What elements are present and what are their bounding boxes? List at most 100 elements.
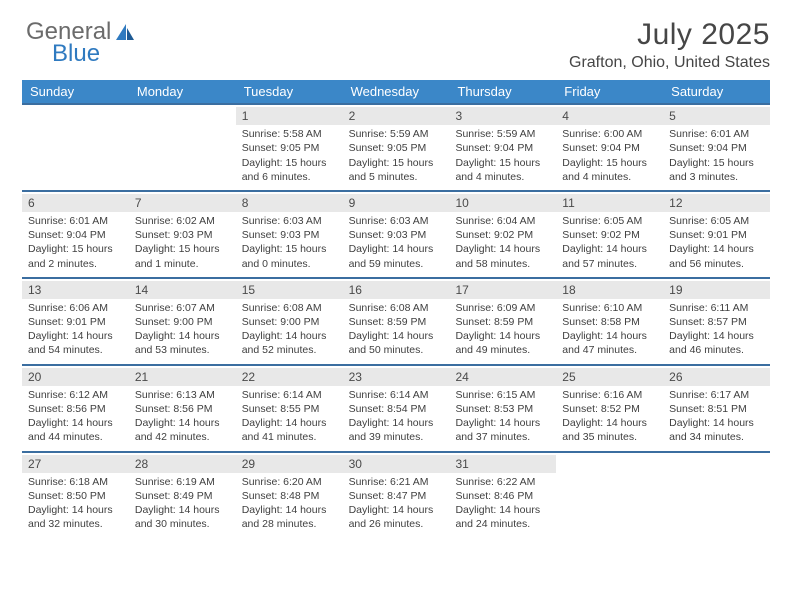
day-number: 28 <box>129 455 236 473</box>
daylight-text: Daylight: 14 hours and 26 minutes. <box>349 503 444 531</box>
sunrise-text: Sunrise: 6:10 AM <box>562 301 657 315</box>
sunset-text: Sunset: 9:03 PM <box>242 228 337 242</box>
sunrise-text: Sunrise: 6:11 AM <box>669 301 764 315</box>
day-number <box>129 107 236 125</box>
day-number: 22 <box>236 368 343 386</box>
day-cell: 20Sunrise: 6:12 AMSunset: 8:56 PMDayligh… <box>22 366 129 451</box>
daylight-text: Daylight: 14 hours and 47 minutes. <box>562 329 657 357</box>
sunset-text: Sunset: 9:05 PM <box>242 141 337 155</box>
day-header: Friday <box>556 80 663 103</box>
sunset-text: Sunset: 9:01 PM <box>669 228 764 242</box>
day-header: Thursday <box>449 80 556 103</box>
sunset-text: Sunset: 8:53 PM <box>455 402 550 416</box>
sunrise-text: Sunrise: 6:07 AM <box>135 301 230 315</box>
daylight-text: Daylight: 15 hours and 2 minutes. <box>28 242 123 270</box>
daylight-text: Daylight: 14 hours and 53 minutes. <box>135 329 230 357</box>
day-number: 31 <box>449 455 556 473</box>
daylight-text: Daylight: 15 hours and 0 minutes. <box>242 242 337 270</box>
day-header: Wednesday <box>343 80 450 103</box>
sunrise-text: Sunrise: 6:21 AM <box>349 475 444 489</box>
day-cell: 24Sunrise: 6:15 AMSunset: 8:53 PMDayligh… <box>449 366 556 451</box>
sunrise-text: Sunrise: 6:13 AM <box>135 388 230 402</box>
daylight-text: Daylight: 15 hours and 4 minutes. <box>562 156 657 184</box>
day-number: 20 <box>22 368 129 386</box>
day-number: 14 <box>129 281 236 299</box>
sunset-text: Sunset: 8:54 PM <box>349 402 444 416</box>
day-number: 10 <box>449 194 556 212</box>
sunrise-text: Sunrise: 6:03 AM <box>349 214 444 228</box>
day-number: 26 <box>663 368 770 386</box>
sunrise-text: Sunrise: 6:20 AM <box>242 475 337 489</box>
sunset-text: Sunset: 8:48 PM <box>242 489 337 503</box>
sunrise-text: Sunrise: 6:06 AM <box>28 301 123 315</box>
day-cell: 29Sunrise: 6:20 AMSunset: 8:48 PMDayligh… <box>236 453 343 538</box>
day-number: 24 <box>449 368 556 386</box>
day-number: 8 <box>236 194 343 212</box>
day-number: 11 <box>556 194 663 212</box>
sunset-text: Sunset: 8:59 PM <box>349 315 444 329</box>
day-cell: 13Sunrise: 6:06 AMSunset: 9:01 PMDayligh… <box>22 279 129 364</box>
day-cell: 7Sunrise: 6:02 AMSunset: 9:03 PMDaylight… <box>129 192 236 277</box>
day-cell: 30Sunrise: 6:21 AMSunset: 8:47 PMDayligh… <box>343 453 450 538</box>
daylight-text: Daylight: 15 hours and 6 minutes. <box>242 156 337 184</box>
sunset-text: Sunset: 8:49 PM <box>135 489 230 503</box>
daylight-text: Daylight: 14 hours and 56 minutes. <box>669 242 764 270</box>
day-number: 15 <box>236 281 343 299</box>
daylight-text: Daylight: 14 hours and 24 minutes. <box>455 503 550 531</box>
day-number <box>556 455 663 473</box>
day-number: 5 <box>663 107 770 125</box>
week-row: 13 Sunrise: 6:06 AMSunset: 9:01 PM Dayligh… <box>22 277 770 364</box>
sunrise-text: Sunrise: 6:08 AM <box>349 301 444 315</box>
sunset-text: Sunset: 9:01 PM <box>28 315 123 329</box>
daylight-text: Daylight: 14 hours and 46 minutes. <box>669 329 764 357</box>
day-number <box>663 455 770 473</box>
daylight-text: Daylight: 15 hours and 3 minutes. <box>669 156 764 184</box>
sunrise-text: Sunrise: 6:22 AM <box>455 475 550 489</box>
sunrise-text: Sunrise: 6:00 AM <box>562 127 657 141</box>
day-header: Monday <box>129 80 236 103</box>
sunset-text: Sunset: 9:03 PM <box>135 228 230 242</box>
sunrise-text: Sunrise: 6:02 AM <box>135 214 230 228</box>
day-cell <box>663 453 770 538</box>
day-number: 2 <box>343 107 450 125</box>
day-cell: 8Sunrise: 6:03 AMSunset: 9:03 PMDaylight… <box>236 192 343 277</box>
sunrise-text: Sunrise: 6:01 AM <box>669 127 764 141</box>
daylight-text: Daylight: 14 hours and 49 minutes. <box>455 329 550 357</box>
day-cell: 2Sunrise: 5:59 AMSunset: 9:05 PMDaylight… <box>343 105 450 190</box>
day-number: 23 <box>343 368 450 386</box>
day-cell: 16Sunrise: 6:08 AMSunset: 8:59 PMDayligh… <box>343 279 450 364</box>
sunset-text: Sunset: 8:57 PM <box>669 315 764 329</box>
daylight-text: Daylight: 14 hours and 59 minutes. <box>349 242 444 270</box>
day-cell: 10Sunrise: 6:04 AMSunset: 9:02 PMDayligh… <box>449 192 556 277</box>
day-cell: 22Sunrise: 6:14 AMSunset: 8:55 PMDayligh… <box>236 366 343 451</box>
day-cell: 26Sunrise: 6:17 AMSunset: 8:51 PMDayligh… <box>663 366 770 451</box>
day-number: 13 <box>22 281 129 299</box>
daylight-text: Daylight: 14 hours and 42 minutes. <box>135 416 230 444</box>
day-number: 9 <box>343 194 450 212</box>
daylight-text: Daylight: 14 hours and 41 minutes. <box>242 416 337 444</box>
brand-part2: Blue <box>52 40 100 68</box>
sunrise-text: Sunrise: 5:59 AM <box>349 127 444 141</box>
day-cell: 14Sunrise: 6:07 AMSunset: 9:00 PMDayligh… <box>129 279 236 364</box>
location-text: Grafton, Ohio, United States <box>22 54 770 72</box>
day-cell: 28Sunrise: 6:19 AMSunset: 8:49 PMDayligh… <box>129 453 236 538</box>
sunrise-text: Sunrise: 6:04 AM <box>455 214 550 228</box>
sunrise-text: Sunrise: 6:17 AM <box>669 388 764 402</box>
daylight-text: Daylight: 14 hours and 34 minutes. <box>669 416 764 444</box>
day-number: 3 <box>449 107 556 125</box>
daylight-text: Daylight: 14 hours and 37 minutes. <box>455 416 550 444</box>
sunset-text: Sunset: 9:04 PM <box>669 141 764 155</box>
day-cell: 9Sunrise: 6:03 AMSunset: 9:03 PMDaylight… <box>343 192 450 277</box>
sunrise-text: Sunrise: 6:14 AM <box>349 388 444 402</box>
day-number: 16 <box>343 281 450 299</box>
sunrise-text: Sunrise: 6:05 AM <box>562 214 657 228</box>
brand-sail-icon <box>114 22 136 42</box>
daylight-text: Daylight: 14 hours and 44 minutes. <box>28 416 123 444</box>
sunset-text: Sunset: 8:46 PM <box>455 489 550 503</box>
day-cell: 19Sunrise: 6:11 AMSunset: 8:57 PMDayligh… <box>663 279 770 364</box>
sunset-text: Sunset: 8:58 PM <box>562 315 657 329</box>
week-row: 1Sunrise: 5:58 AMSunset: 9:05 PMDaylight… <box>22 103 770 190</box>
sunset-text: Sunset: 9:02 PM <box>455 228 550 242</box>
day-header-row: Sunday Monday Tuesday Wednesday Thursday… <box>22 80 770 103</box>
day-cell: 21Sunrise: 6:13 AMSunset: 8:56 PMDayligh… <box>129 366 236 451</box>
